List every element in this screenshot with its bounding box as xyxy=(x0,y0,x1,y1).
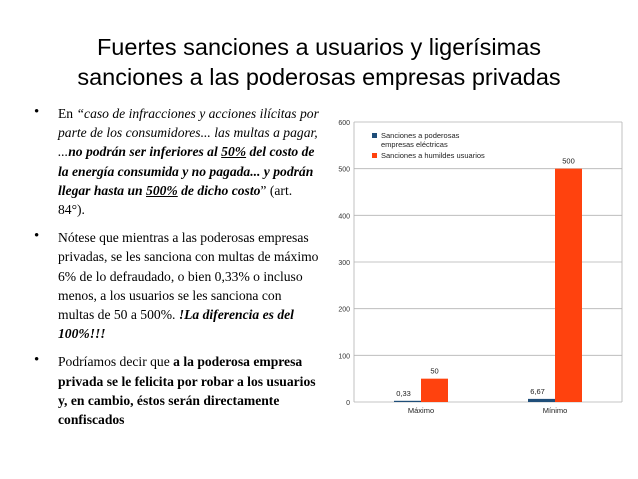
bullet-1-text: En “caso de infracciones y acciones ilíc… xyxy=(58,106,319,217)
bullet-1-min-percent: 50% xyxy=(221,144,247,160)
bullet-1-quote: “caso de infracciones y acciones ilícita… xyxy=(58,106,319,160)
y-tick-label: 0 xyxy=(346,400,350,407)
bullet-3-text: Podríamos decir que a la poderosa empres… xyxy=(58,354,316,427)
y-tick-label: 100 xyxy=(338,353,350,360)
bullet-1-intro: En xyxy=(58,106,77,121)
x-tick-label: Mínimo xyxy=(543,406,568,415)
bullet-3-emphasis: a la poderosa empresa privada se le feli… xyxy=(58,354,316,428)
legend-swatch xyxy=(372,153,377,158)
y-tick-label: 200 xyxy=(338,307,350,314)
data-label: 6,67 xyxy=(530,387,545,396)
bullet-dot-icon xyxy=(34,227,39,246)
bullet-dot-icon xyxy=(34,103,39,122)
bullet-2-emphasis: !La diferencia es del 100%!!! xyxy=(58,307,294,342)
data-label: 500 xyxy=(562,157,575,166)
data-label: 50 xyxy=(430,367,438,376)
title-line-1: Fuertes sanciones a usuarios y ligerísim… xyxy=(96,34,542,60)
y-tick-label: 300 xyxy=(338,260,350,267)
y-tick-label: 400 xyxy=(338,213,350,220)
chart-bar xyxy=(394,400,421,402)
chart-bar xyxy=(528,398,555,402)
bullet-1-emphasis-2: del costo de la energía consumida y no p… xyxy=(58,144,315,198)
title-line-2: sanciones a las poderosas empresas priva… xyxy=(77,64,561,90)
bullet-1-emphasis: no podrán ser inferiores al xyxy=(68,144,222,160)
legend-label: Sanciones a poderosas empresas eléctricas xyxy=(381,131,460,149)
legend-label: Sanciones a humildes usuarios xyxy=(381,151,485,160)
x-tick-label: Máximo xyxy=(408,406,434,415)
bullet-item-2: Nótese que mientras a las poderosas empr… xyxy=(34,228,319,343)
bullet-3-intro: Podríamos decir que xyxy=(58,354,174,370)
legend-swatch xyxy=(372,133,377,138)
bullet-1-emphasis-3: de dicho costo xyxy=(177,182,261,198)
bullet-list: En “caso de infracciones y acciones ilíc… xyxy=(34,104,319,438)
bar-chart: 0 100 200 300 400 500 600 0,33 50 Máximo 6,67 500 Mí… xyxy=(322,108,632,420)
bullet-item-3: Podríamos decir que a la poderosa empres… xyxy=(34,352,319,429)
bullet-dot-icon xyxy=(34,351,39,370)
y-tick-label: 500 xyxy=(338,167,350,174)
bullet-1-max-percent: 500% xyxy=(146,182,178,198)
slide-title: Fuertes sanciones a usuarios y ligerísim… xyxy=(30,32,608,92)
bullet-2-body: Nótese que mientras a las poderosas empr… xyxy=(58,230,319,323)
data-label: 0,33 xyxy=(396,389,411,398)
bullet-2-text: Nótese que mientras a las poderosas empr… xyxy=(58,230,318,341)
chart-bar xyxy=(555,168,582,402)
y-tick-label: 600 xyxy=(338,120,350,127)
bar-chart-svg: 0 100 200 300 400 500 600 0,33 50 Máximo 6,67 500 Mí… xyxy=(338,120,623,415)
bullet-1-citation: ” (art. 84°). xyxy=(58,182,293,218)
chart-bar xyxy=(421,378,448,402)
bullet-item-1: En “caso de infracciones y acciones ilíc… xyxy=(34,104,319,219)
